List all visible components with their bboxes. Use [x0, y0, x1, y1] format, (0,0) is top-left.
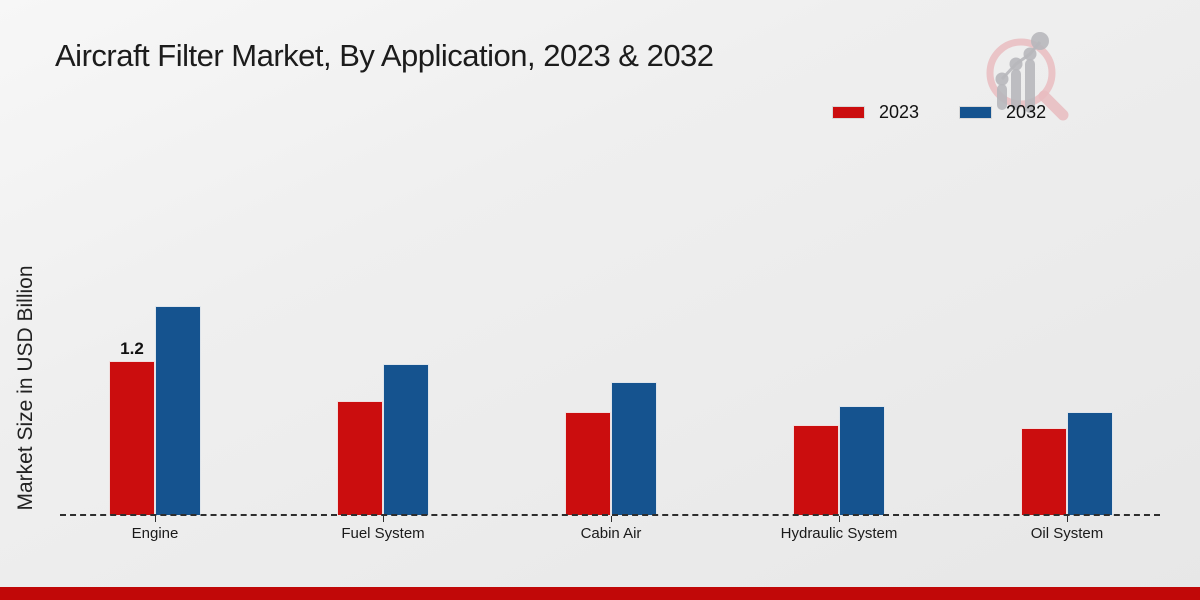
bar-2023-hydraulic-system	[793, 425, 839, 515]
x-axis-tick-cabin-air	[611, 516, 612, 522]
category-label-engine: Engine	[131, 525, 179, 542]
x-axis-tick-engine	[155, 516, 156, 522]
legend-label-2023: 2023	[879, 102, 920, 122]
y-axis-label: Market Size in USD Billion	[14, 265, 37, 511]
bar-2032-engine	[155, 306, 201, 515]
legend-item-2032: 2032	[959, 102, 1046, 123]
x-axis-tick-fuel-system	[383, 516, 384, 522]
x-axis-tick-oil-system	[1067, 516, 1068, 522]
bar-2023-oil-system	[1021, 428, 1067, 515]
category-label-hydraulic-system: Hydraulic System	[780, 525, 898, 542]
chart-title: Aircraft Filter Market, By Application, …	[55, 38, 714, 73]
legend-swatch-2023	[832, 106, 865, 119]
bar-2023-cabin-air	[565, 412, 611, 515]
market-research-logo-watermark	[983, 26, 1083, 131]
legend-swatch-2032	[959, 106, 993, 119]
category-label-fuel-system: Fuel System	[341, 525, 425, 542]
legend-label-2032: 2032	[1006, 102, 1047, 122]
magnifier-chart-icon	[986, 32, 1069, 121]
legend: 2023 2032	[832, 102, 1046, 123]
bar-2023-fuel-system	[337, 401, 383, 515]
bar-2032-oil-system	[1067, 412, 1113, 515]
bar-2032-hydraulic-system	[839, 406, 885, 515]
footer-red-band	[0, 587, 1200, 600]
category-label-oil-system: Oil System	[1030, 525, 1104, 542]
bar-2032-cabin-air	[611, 382, 657, 515]
bar-2023-engine	[109, 361, 155, 515]
legend-item-2023: 2023	[832, 102, 919, 123]
x-axis-baseline	[60, 514, 1160, 516]
category-label-cabin-air: Cabin Air	[580, 525, 642, 542]
bar-value-label: 1.2	[120, 339, 144, 358]
x-axis-tick-hydraulic-system	[839, 516, 840, 522]
bar-2032-fuel-system	[383, 364, 429, 515]
